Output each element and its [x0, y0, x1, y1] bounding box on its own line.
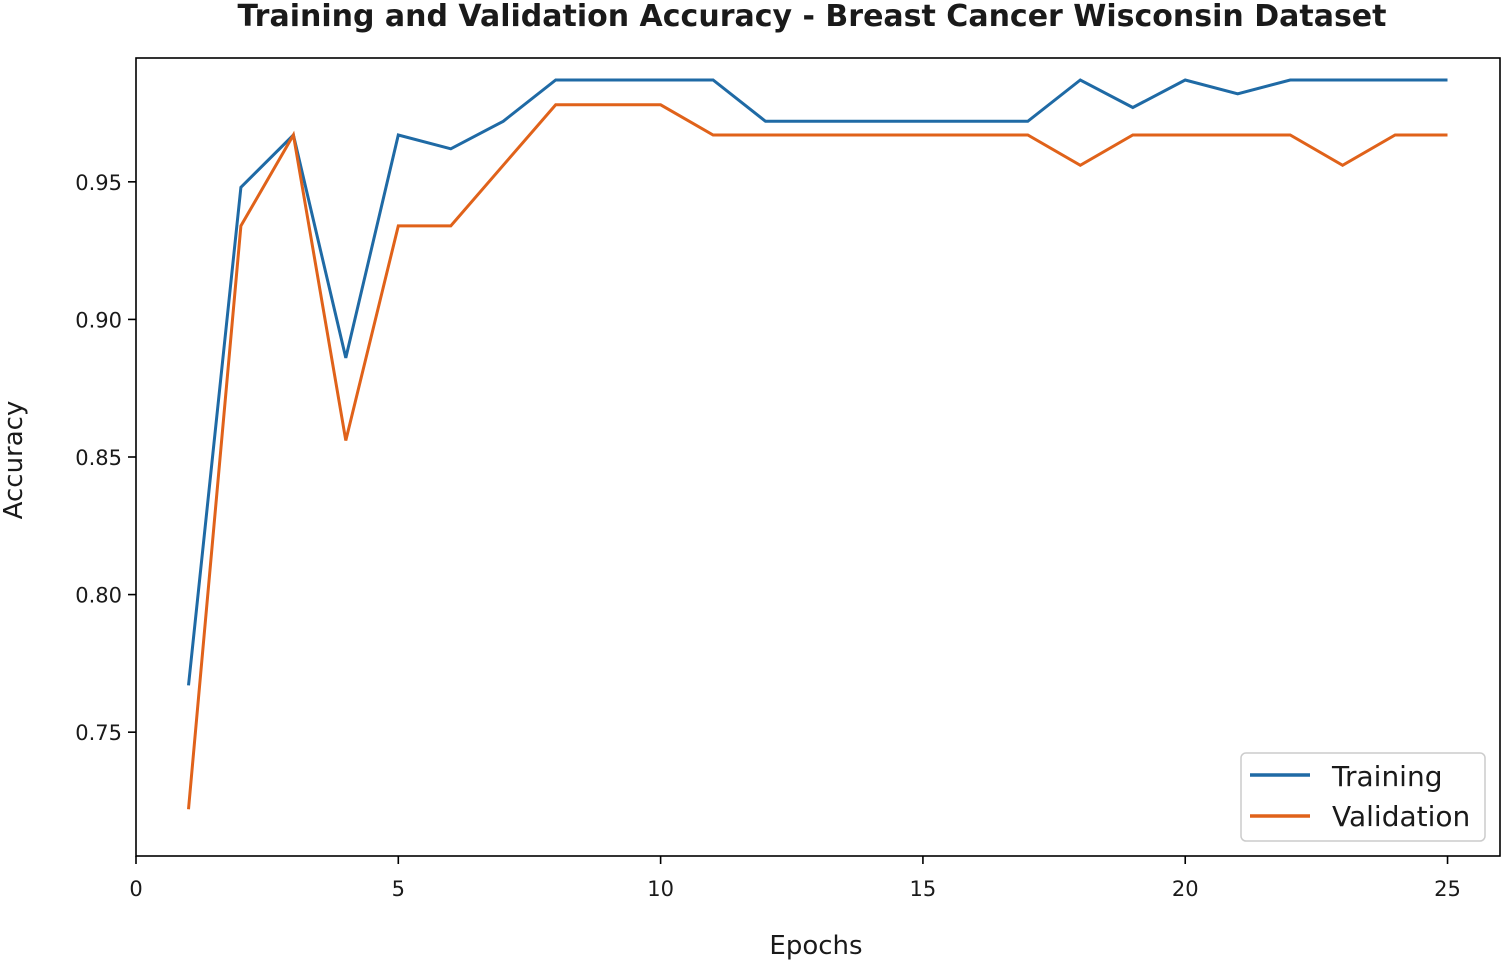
y-axis-ticks: 0.75 0.80 0.85 0.90 0.95 — [75, 171, 136, 745]
series-lines — [187, 78, 1448, 810]
x-axis-ticks: 0 5 10 15 20 25 — [129, 856, 1461, 901]
legend: Training Validation — [1240, 752, 1486, 842]
plot-frame — [135, 57, 1501, 857]
y-axis-label: Accuracy — [0, 401, 29, 520]
x-tick-label: 20 — [1172, 877, 1199, 901]
y-tick-label: 0.85 — [75, 446, 122, 470]
legend-validation-label: Validation — [1332, 800, 1470, 833]
y-tick-label: 0.95 — [75, 171, 122, 195]
series-line-validation — [187, 103, 1448, 810]
x-tick-label: 0 — [129, 877, 142, 901]
y-tick-label: 0.80 — [75, 584, 122, 608]
x-axis-label: Epochs — [769, 931, 862, 961]
x-tick-label: 10 — [647, 877, 674, 901]
chart-title: Training and Validation Accuracy - Breas… — [237, 0, 1386, 34]
series-line-training — [187, 78, 1448, 686]
legend-training-label: Training — [1331, 760, 1442, 793]
y-tick-label: 0.90 — [75, 308, 122, 332]
plot-area — [135, 57, 1501, 857]
x-tick-label: 5 — [392, 877, 405, 901]
x-tick-label: 25 — [1434, 877, 1461, 901]
y-tick-label: 0.75 — [75, 721, 122, 745]
x-tick-label: 15 — [910, 877, 937, 901]
